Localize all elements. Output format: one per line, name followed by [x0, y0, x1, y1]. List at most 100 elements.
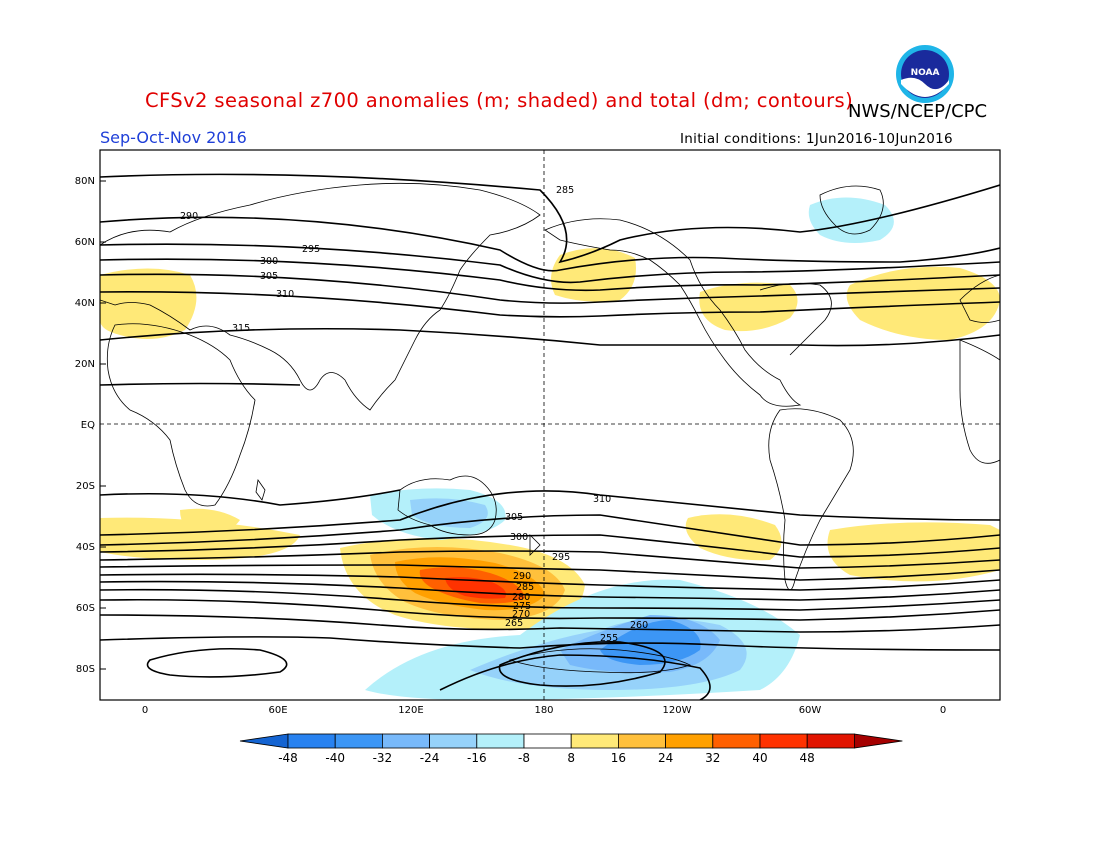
contour-label: 260 — [630, 620, 648, 631]
greenland-coast — [819, 185, 884, 235]
contour-label: 310 — [593, 494, 611, 505]
lat-label: 40N — [75, 298, 95, 309]
contour-300-sh — [100, 534, 1000, 558]
lon-label: 0 — [142, 705, 148, 716]
colorbar-swatch — [381, 733, 430, 749]
colorbar-swatch — [334, 733, 383, 749]
colorbar-label: -48 — [278, 751, 298, 765]
colorbar-label: 48 — [800, 751, 815, 765]
colorbar-label: -8 — [518, 751, 530, 765]
colorbar-label: 8 — [567, 751, 575, 765]
lat-label: 80S — [76, 664, 95, 675]
contour-265-sh — [100, 614, 1000, 633]
antarctica-coast — [508, 648, 692, 674]
contour-label: 295 — [552, 552, 570, 563]
contour-315-nh — [100, 327, 1000, 347]
lat-label: 80N — [75, 176, 95, 187]
contour-315-eq — [100, 382, 301, 386]
anomaly-sh-pacific — [685, 514, 782, 561]
logo-text: NOAA — [911, 68, 940, 78]
colorbar-swatch — [712, 733, 761, 749]
colorbar-swatch — [759, 733, 808, 749]
colorbar-label: 24 — [658, 751, 673, 765]
contour-label: 265 — [505, 618, 523, 629]
lat-label: 60N — [75, 237, 95, 248]
contour-label: 305 — [260, 271, 278, 282]
contour-295-sh — [100, 550, 1000, 569]
colorbar-label: -40 — [325, 751, 345, 765]
contour-310-nh — [100, 291, 1000, 318]
colorbar-arrow-low — [239, 733, 289, 749]
noaa-logo-icon: NOAA — [896, 45, 954, 103]
contour-295-nh — [100, 243, 1000, 284]
anomaly-namerica — [699, 282, 798, 332]
contour-260-ring — [146, 647, 288, 678]
lat-label: 20N — [75, 359, 95, 370]
colorbar-swatch — [665, 733, 714, 749]
lat-label: 20S — [76, 481, 95, 492]
contour-label: 285 — [556, 185, 574, 196]
colorbar-label: 16 — [611, 751, 626, 765]
colorbar-swatch — [429, 733, 478, 749]
colorbar-swatch — [523, 733, 572, 749]
contour-label: 270 — [512, 609, 530, 620]
colorbar-label: -24 — [420, 751, 440, 765]
lat-label: 40S — [76, 542, 95, 553]
lon-label: 120E — [398, 705, 423, 716]
lon-label: 0 — [940, 705, 946, 716]
contour-305-sh — [100, 514, 1000, 546]
initial-conditions: Initial conditions: 1Jun2016-10Jun2016 — [680, 131, 953, 147]
contour-280-sh — [100, 580, 1000, 601]
contour-255-ring — [498, 641, 666, 687]
contour-label: 300 — [510, 532, 528, 543]
anomaly-atlantic — [846, 266, 1000, 340]
australia-coast — [397, 475, 497, 536]
anomaly-sh-atlantic — [100, 517, 300, 560]
contour-label: 285 — [516, 582, 534, 593]
contour-270-sh — [100, 598, 1000, 621]
contour-labels: 285 290 295 300 305 310 315 310 305 300 … — [180, 185, 648, 644]
contour-290-sh — [100, 564, 1000, 581]
contour-label: 315 — [232, 323, 250, 334]
contour-310-sh — [100, 490, 1000, 536]
colorbar: -48 -40 -32 -24 -16 -8 8 16 24 32 40 48 — [239, 733, 903, 765]
nz-coast — [529, 534, 541, 556]
lon-label: 120W — [663, 705, 692, 716]
anomaly-sh-africa — [180, 508, 240, 535]
contour-label: 300 — [260, 256, 278, 267]
colorbar-swatch — [287, 733, 336, 749]
colorbar-swatch — [618, 733, 667, 749]
forecast-period: Sep-Oct-Nov 2016 — [100, 128, 247, 147]
africa-right-coast — [959, 339, 1000, 464]
colorbar-label: 40 — [752, 751, 767, 765]
lon-label: 60W — [799, 705, 822, 716]
anomaly-europe — [100, 268, 197, 339]
lat-ticks — [100, 180, 106, 670]
madagascar-coast — [255, 478, 266, 501]
anomaly-greenland — [808, 197, 894, 244]
anomaly-shading — [100, 197, 1000, 700]
contour-label: 290 — [513, 571, 531, 582]
africa-coast — [106, 323, 256, 507]
height-contours — [100, 173, 1000, 700]
contour-label: 290 — [180, 211, 198, 222]
contour-315-sh — [100, 489, 401, 506]
colorbar-arrow-high — [854, 733, 903, 749]
contour-label: 255 — [600, 633, 618, 644]
lon-labels: 0 60E 120E 180 120W 60W 0 — [142, 705, 946, 716]
contour-260-outer — [439, 654, 711, 700]
chart-title: CFSv2 seasonal z700 anomalies (m; shaded… — [145, 89, 854, 112]
contour-285-sh — [100, 573, 1000, 591]
lon-label: 60E — [268, 705, 287, 716]
colorbar-swatch — [476, 733, 525, 749]
contour-300-nh — [100, 258, 1000, 292]
namerica-coast — [544, 218, 802, 407]
agency-label: NWS/NCEP/CPC — [848, 101, 988, 122]
contour-label: 280 — [512, 592, 530, 603]
contour-290-nh — [100, 216, 1000, 272]
anomaly-australia-2 — [410, 498, 488, 528]
lat-labels: 80N 60N 40N 20N EQ 20S 40S 60S 80S — [75, 176, 95, 675]
contour-285-nh — [100, 173, 1000, 264]
contour-label: 310 — [276, 289, 294, 300]
